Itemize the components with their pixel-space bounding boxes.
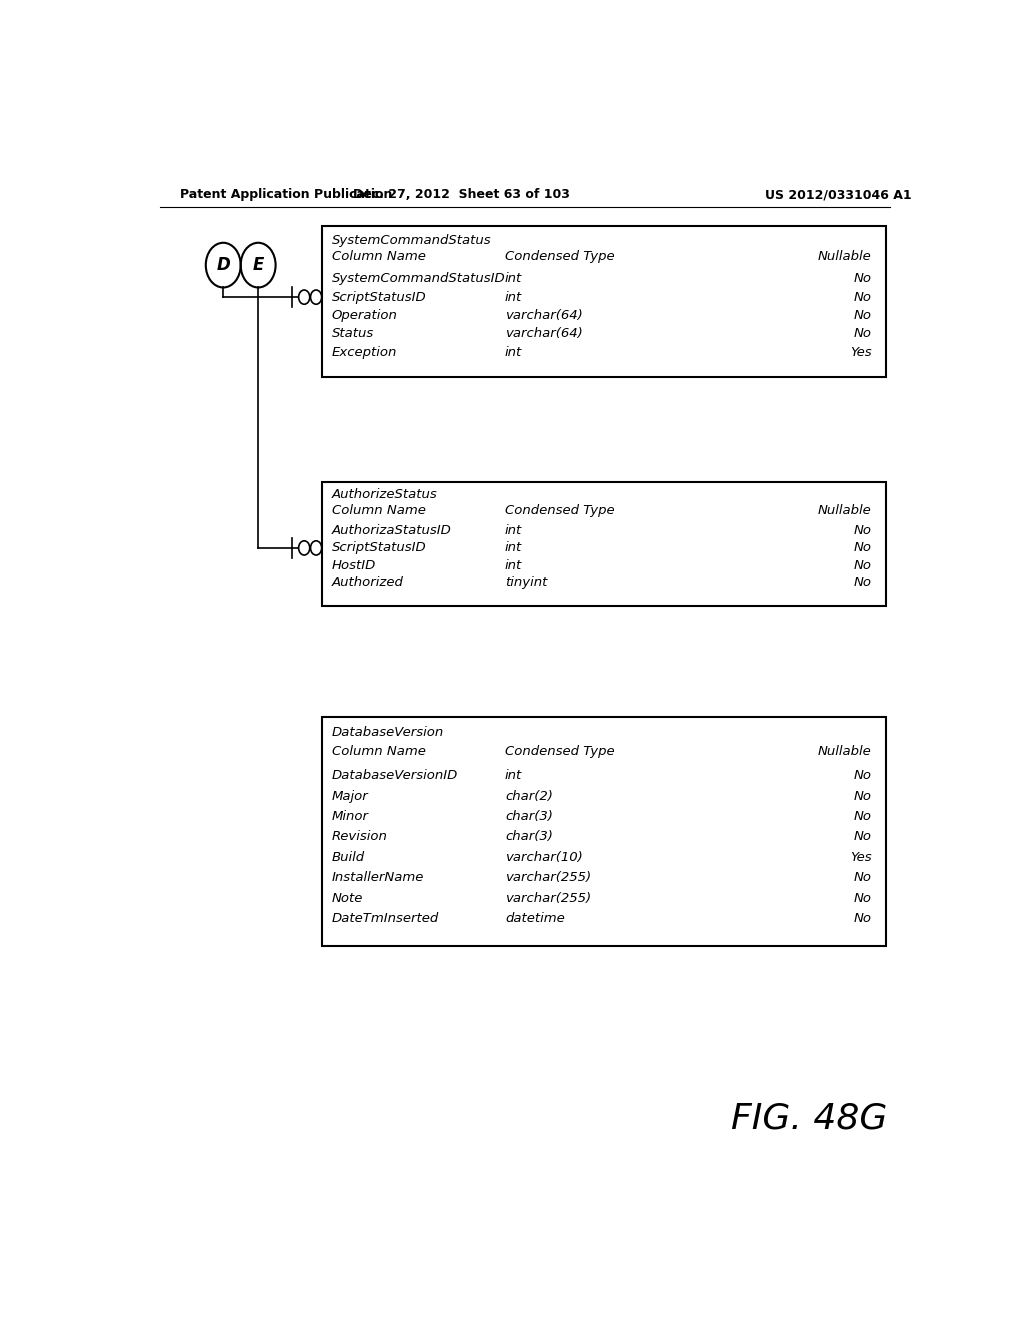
Text: D: D — [216, 256, 230, 275]
Text: No: No — [854, 912, 871, 925]
Text: No: No — [854, 327, 871, 341]
Text: Condensed Type: Condensed Type — [505, 503, 614, 516]
Text: int: int — [505, 290, 522, 304]
Text: Yes: Yes — [850, 346, 871, 359]
Text: int: int — [505, 541, 522, 554]
Text: E: E — [253, 256, 264, 275]
Text: ScriptStatusID: ScriptStatusID — [332, 290, 427, 304]
Text: DateTmInserted: DateTmInserted — [332, 912, 439, 925]
Text: Authorized: Authorized — [332, 576, 403, 589]
Text: varchar(255): varchar(255) — [505, 871, 591, 884]
Text: Patent Application Publication: Patent Application Publication — [179, 189, 392, 202]
Text: Revision: Revision — [332, 830, 388, 843]
Text: Build: Build — [332, 851, 366, 863]
Text: int: int — [505, 346, 522, 359]
Text: varchar(64): varchar(64) — [505, 327, 583, 341]
Text: char(2): char(2) — [505, 789, 553, 803]
Text: Column Name: Column Name — [332, 251, 426, 263]
Text: char(3): char(3) — [505, 810, 553, 822]
Text: Status: Status — [332, 327, 374, 341]
Text: No: No — [854, 871, 871, 884]
Text: No: No — [854, 576, 871, 589]
Text: Nullable: Nullable — [818, 251, 871, 263]
Bar — [323, 482, 886, 606]
Text: Major: Major — [332, 789, 369, 803]
Text: varchar(64): varchar(64) — [505, 309, 583, 322]
Text: AuthorizeStatus: AuthorizeStatus — [332, 488, 437, 502]
Text: Condensed Type: Condensed Type — [505, 744, 614, 758]
Text: No: No — [854, 789, 871, 803]
Text: int: int — [505, 770, 522, 783]
Text: int: int — [505, 272, 522, 285]
Text: int: int — [505, 558, 522, 572]
Text: No: No — [854, 290, 871, 304]
Text: SystemCommandStatusID: SystemCommandStatusID — [332, 272, 506, 285]
Text: No: No — [854, 810, 871, 822]
Text: No: No — [854, 830, 871, 843]
Text: Minor: Minor — [332, 810, 369, 822]
Text: No: No — [854, 541, 871, 554]
Text: InstallerName: InstallerName — [332, 871, 424, 884]
Bar — [323, 227, 886, 378]
Text: char(3): char(3) — [505, 830, 553, 843]
Text: DatabaseVersionID: DatabaseVersionID — [332, 770, 459, 783]
Text: AuthorizaStatusID: AuthorizaStatusID — [332, 524, 452, 537]
Text: Note: Note — [332, 891, 364, 904]
Text: No: No — [854, 272, 871, 285]
Text: varchar(255): varchar(255) — [505, 891, 591, 904]
Circle shape — [299, 541, 309, 554]
Text: No: No — [854, 558, 871, 572]
Text: Column Name: Column Name — [332, 503, 426, 516]
Text: Dec. 27, 2012  Sheet 63 of 103: Dec. 27, 2012 Sheet 63 of 103 — [353, 189, 569, 202]
Text: ScriptStatusID: ScriptStatusID — [332, 541, 427, 554]
Text: datetime: datetime — [505, 912, 564, 925]
Text: No: No — [854, 309, 871, 322]
Text: tinyint: tinyint — [505, 576, 548, 589]
Text: int: int — [505, 524, 522, 537]
Text: US 2012/0331046 A1: US 2012/0331046 A1 — [765, 189, 911, 202]
Text: No: No — [854, 891, 871, 904]
Circle shape — [299, 290, 309, 304]
Text: DatabaseVersion: DatabaseVersion — [332, 726, 444, 739]
Text: FIG. 48G: FIG. 48G — [731, 1102, 888, 1137]
Text: Nullable: Nullable — [818, 503, 871, 516]
Text: Exception: Exception — [332, 346, 397, 359]
Circle shape — [310, 541, 322, 554]
Text: HostID: HostID — [332, 558, 377, 572]
Text: Yes: Yes — [850, 851, 871, 863]
Text: Column Name: Column Name — [332, 744, 426, 758]
Text: varchar(10): varchar(10) — [505, 851, 583, 863]
Text: Nullable: Nullable — [818, 744, 871, 758]
Text: No: No — [854, 524, 871, 537]
Text: Operation: Operation — [332, 309, 398, 322]
Text: Condensed Type: Condensed Type — [505, 251, 614, 263]
Text: No: No — [854, 770, 871, 783]
Bar — [323, 718, 886, 946]
Text: SystemCommandStatus: SystemCommandStatus — [332, 234, 492, 247]
Circle shape — [310, 290, 322, 304]
